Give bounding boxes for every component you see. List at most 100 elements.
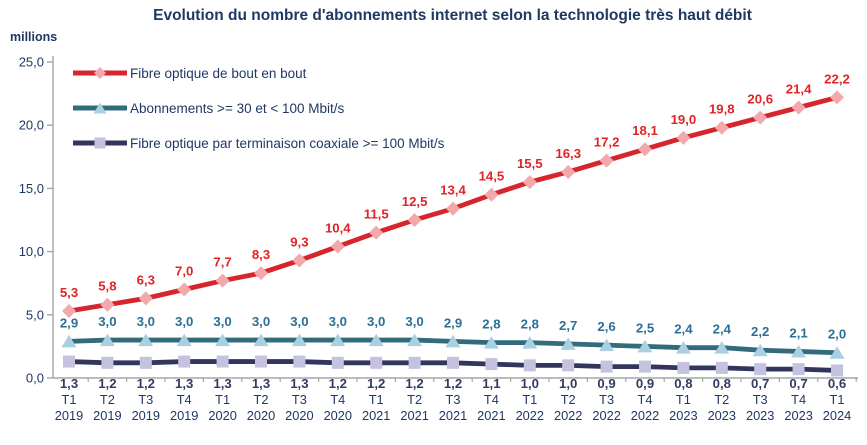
series-0-marker	[714, 120, 729, 135]
series-0-data-label: 10,4	[325, 221, 351, 236]
series-0-data-label: 9,3	[290, 234, 308, 249]
legend-swatch-square	[73, 137, 127, 149]
series-2-data-label: 1,2	[329, 376, 347, 391]
legend-marker-triangle	[93, 102, 107, 114]
x-tick-label-year: 2020	[285, 408, 313, 423]
series-1-data-label: 2,9	[444, 315, 462, 330]
legend-label: Abonnements >= 30 et < 100 Mbit/s	[130, 100, 345, 116]
x-tick-label-quarter: T4	[330, 392, 345, 407]
series-1-marker	[253, 333, 269, 347]
series-0-data-label: 17,2	[594, 135, 620, 150]
x-tick-label-year: 2020	[208, 408, 236, 423]
series-0-marker	[522, 175, 537, 190]
series-0-data-label: 13,4	[440, 183, 466, 198]
series-0-marker	[830, 90, 844, 105]
series-1-data-label: 2,4	[713, 322, 732, 337]
y-tick-label: 15,0	[19, 181, 44, 196]
series-1-data-label: 2,7	[559, 318, 577, 333]
series-0-data-label: 16,3	[555, 146, 581, 161]
x-tick-label-year: 2019	[132, 408, 160, 423]
x-tick-label-quarter: T3	[599, 392, 614, 407]
x-tick-label-quarter: T4	[791, 392, 806, 407]
series-0-data-label: 5,8	[98, 279, 116, 294]
series-1-data-label: 3,0	[290, 314, 308, 329]
series-2-marker	[293, 355, 306, 368]
x-tick-label-quarter: T4	[484, 392, 499, 407]
x-tick-label-quarter: T2	[714, 392, 729, 407]
series-2-marker	[600, 360, 613, 373]
series-0-marker	[215, 273, 230, 288]
series-0-data-label: 6,3	[137, 272, 155, 287]
y-tick-label: 10,0	[19, 244, 44, 259]
series-1-marker	[714, 341, 730, 354]
series-1-marker	[330, 333, 346, 347]
series-1-data-label: 3,0	[367, 314, 385, 329]
series-2-marker	[639, 360, 651, 373]
series-2-data-label: 1,2	[137, 376, 155, 391]
x-tick-label-quarter: T2	[100, 392, 115, 407]
series-0-marker	[330, 239, 345, 254]
series-1-marker	[522, 336, 538, 349]
legend-marker-square	[94, 137, 106, 149]
series-0-data-label: 19,0	[671, 112, 697, 127]
series-2-marker	[677, 361, 690, 374]
series-1-marker	[61, 334, 77, 348]
series-2-marker	[447, 356, 459, 369]
series-0-data-label: 14,5	[479, 169, 505, 184]
series-0-marker	[369, 225, 384, 240]
legend-label: Fibre optique par terminaison coaxiale >…	[130, 135, 445, 151]
x-tick-label-year: 2019	[55, 408, 83, 423]
legend-item-0: Fibre optique de bout en bout	[72, 62, 444, 84]
series-1-marker	[637, 339, 653, 353]
series-2-marker	[831, 364, 843, 377]
x-tick-label-quarter: T2	[407, 392, 422, 407]
series-2-data-label: 1,1	[482, 376, 500, 391]
series-2-marker	[408, 356, 421, 369]
x-tick-label-quarter: T1	[522, 392, 537, 407]
series-2-marker	[331, 356, 344, 369]
series-2-data-label: 1,2	[444, 376, 462, 391]
series-1-marker	[483, 336, 499, 349]
x-tick-label-quarter: T2	[254, 392, 269, 407]
x-tick-label-quarter: T1	[830, 392, 845, 407]
series-0-marker	[254, 266, 268, 281]
series-2-data-label: 0,8	[713, 376, 731, 391]
series-2-data-label: 0,8	[674, 376, 692, 391]
series-1-data-label: 2,5	[636, 320, 654, 335]
series-0-data-label: 8,3	[252, 247, 270, 262]
series-2-marker	[63, 355, 75, 368]
series-0-marker	[561, 164, 576, 179]
y-axis-unit-label: millions	[10, 30, 58, 44]
series-1-marker	[176, 333, 192, 347]
x-tick-label-year: 2023	[708, 408, 736, 423]
series-0-marker	[100, 297, 115, 312]
x-tick-label-quarter: T2	[561, 392, 576, 407]
x-tick-label-quarter: T3	[446, 392, 461, 407]
series-1-data-label: 3,0	[252, 314, 270, 329]
y-tick-label: 5,0	[26, 307, 44, 322]
series-1-data-label: 3,0	[175, 314, 193, 329]
legend-label: Fibre optique de bout en bout	[130, 65, 307, 81]
x-tick-label-year: 2019	[170, 408, 198, 423]
series-1-data-label: 2,8	[482, 317, 500, 332]
x-tick-label-year: 2019	[93, 408, 121, 423]
series-1-data-label: 2,9	[60, 315, 78, 330]
x-tick-label-quarter: T3	[753, 392, 768, 407]
x-tick-label-year: 2022	[592, 408, 620, 423]
series-2-data-label: 1,2	[405, 376, 423, 391]
x-tick-label-year: 2021	[439, 408, 467, 423]
chart-title: Evolution du nombre d'abonnements intern…	[153, 7, 752, 24]
x-tick-label-year: 2020	[247, 408, 275, 423]
series-2-data-label: 0,7	[789, 376, 807, 391]
x-tick-label-year: 2020	[324, 408, 352, 423]
series-0-marker	[292, 253, 307, 268]
x-tick-label-quarter: T3	[138, 392, 153, 407]
x-tick-label-quarter: T4	[638, 392, 653, 407]
series-0-data-label: 7,7	[213, 255, 231, 270]
series-2-marker	[216, 355, 229, 368]
series-2-marker	[255, 355, 267, 368]
series-1-marker	[829, 346, 845, 359]
series-0-marker	[753, 110, 768, 125]
